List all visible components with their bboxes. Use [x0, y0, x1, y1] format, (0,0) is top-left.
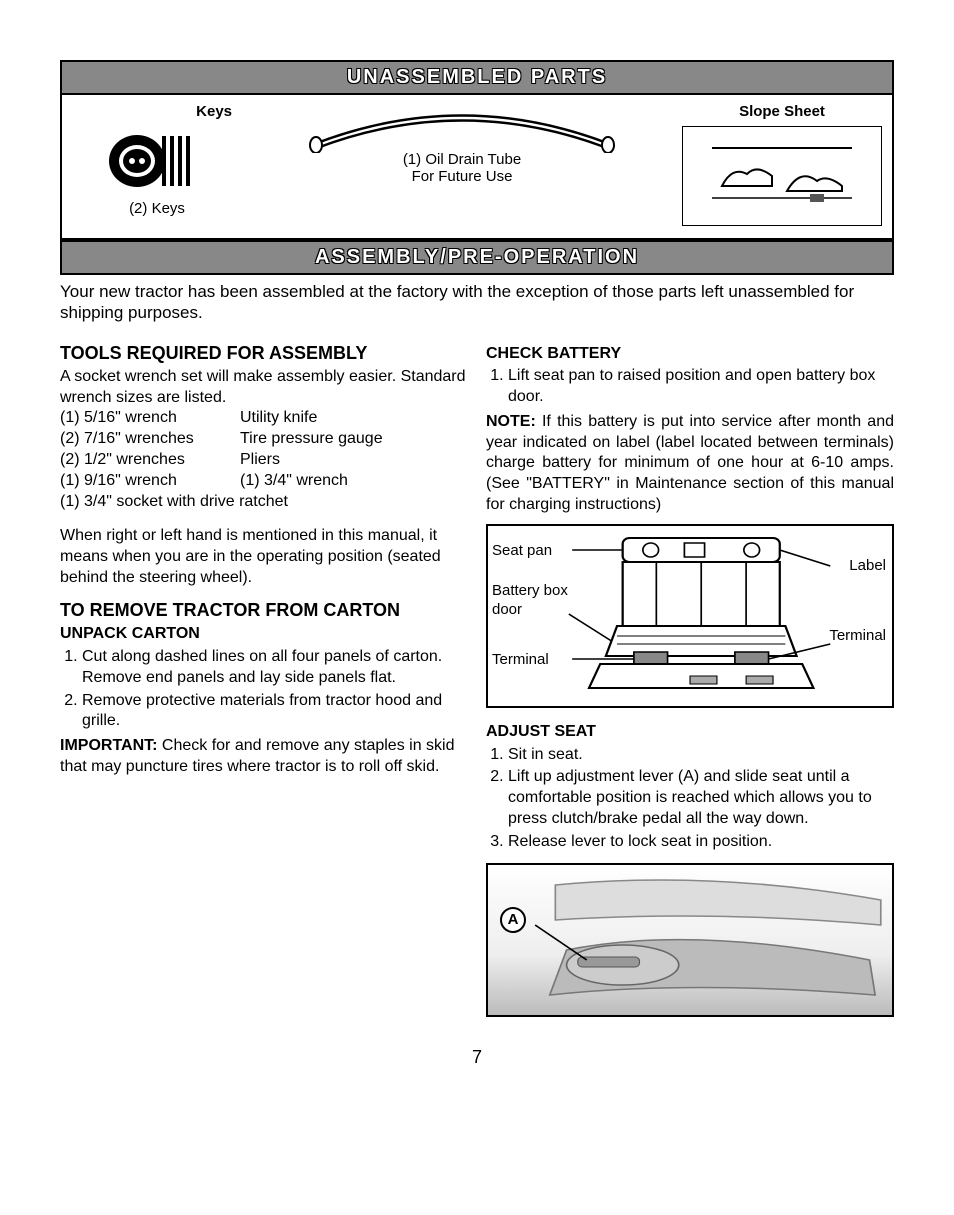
important-note: IMPORTANT: Check for and remove any stap…	[60, 736, 468, 778]
manual-page: UNASSEMBLED PARTS Keys (2) Keys	[0, 0, 954, 1098]
step-item: Sit in seat.	[508, 745, 894, 766]
callout-terminal-right: Terminal	[829, 626, 886, 646]
slope-sheet-illustration	[682, 126, 882, 226]
tool-item: (2) 7/16" wrenches	[60, 429, 240, 450]
hand-orientation-note: When right or left hand is mentioned in …	[60, 526, 468, 588]
content-columns: TOOLS REQUIRED FOR ASSEMBLY A socket wre…	[60, 336, 894, 1017]
adjust-seat-steps: Sit in seat. Lift up adjustment lever (A…	[486, 745, 894, 853]
tools-intro: A socket wrench set will make assembly e…	[60, 367, 468, 409]
keys-caption: (2) Keys	[72, 200, 242, 217]
important-label: IMPORTANT:	[60, 737, 157, 754]
callout-terminal-left: Terminal	[492, 650, 549, 670]
tool-item: Pliers	[240, 450, 468, 471]
step-item: Cut along dashed lines on all four panel…	[82, 647, 468, 689]
step-item: Lift seat pan to raised position and ope…	[508, 366, 894, 408]
keys-illustration	[72, 126, 242, 200]
seat-adjustment-diagram: A	[486, 863, 894, 1017]
drain-tube-illustration	[302, 103, 622, 153]
check-battery-heading: CHECK BATTERY	[486, 344, 894, 365]
page-number: 7	[60, 1047, 894, 1068]
banner-unassembled-parts: UNASSEMBLED PARTS	[60, 60, 894, 95]
check-battery-steps: Lift seat pan to raised position and ope…	[486, 366, 894, 408]
battery-diagram: Seat pan Label Battery box door Terminal…	[486, 524, 894, 708]
step-item: Lift up adjustment lever (A) and slide s…	[508, 767, 894, 829]
keys-label: Keys	[72, 103, 242, 120]
remove-tractor-heading: TO REMOVE TRACTOR FROM CARTON	[60, 599, 468, 622]
callout-lever-a: A	[500, 907, 526, 933]
tools-required-heading: TOOLS REQUIRED FOR ASSEMBLY	[60, 342, 468, 365]
tool-item: (1) 3/4" wrench	[240, 471, 468, 492]
unpack-carton-heading: UNPACK CARTON	[60, 624, 468, 645]
parts-keys-section: Keys (2) Keys	[72, 103, 242, 217]
note-label: NOTE:	[486, 413, 536, 430]
tool-item: Tire pressure gauge	[240, 429, 468, 450]
drain-tube-line2: For Future Use	[242, 168, 682, 185]
tool-item: (1) 3/4" socket with drive ratchet	[60, 492, 468, 513]
intro-text: Your new tractor has been assembled at t…	[60, 281, 894, 324]
callout-battery-box-door: Battery box door	[492, 581, 568, 620]
note-text: If this battery is put into service afte…	[486, 413, 894, 513]
right-column: CHECK BATTERY Lift seat pan to raised po…	[486, 336, 894, 1017]
unassembled-parts-box: Keys (2) Keys	[60, 95, 894, 240]
callout-seat-pan: Seat pan	[492, 541, 552, 561]
unpack-steps: Cut along dashed lines on all four panel…	[60, 647, 468, 732]
tool-item: (1) 9/16" wrench	[60, 471, 240, 492]
tool-item: Utility knife	[240, 408, 468, 429]
adjust-seat-heading: ADJUST SEAT	[486, 722, 894, 743]
slope-sheet-label: Slope Sheet	[682, 103, 882, 120]
step-item: Release lever to lock seat in position.	[508, 832, 894, 853]
drain-tube-line1: (1) Oil Drain Tube	[242, 151, 682, 168]
parts-drain-tube-section: (1) Oil Drain Tube For Future Use	[242, 103, 682, 185]
tool-item: (2) 1/2" wrenches	[60, 450, 240, 471]
step-item: Remove protective materials from tractor…	[82, 691, 468, 733]
tools-list: (1) 5/16" wrench Utility knife (2) 7/16"…	[60, 408, 468, 512]
tool-item: (1) 5/16" wrench	[60, 408, 240, 429]
banner-assembly-preop: ASSEMBLY/PRE-OPERATION	[60, 240, 894, 275]
battery-note: NOTE: If this battery is put into servic…	[486, 412, 894, 516]
callout-label: Label	[849, 556, 886, 576]
left-column: TOOLS REQUIRED FOR ASSEMBLY A socket wre…	[60, 336, 468, 1017]
parts-slope-sheet-section: Slope Sheet	[682, 103, 882, 226]
